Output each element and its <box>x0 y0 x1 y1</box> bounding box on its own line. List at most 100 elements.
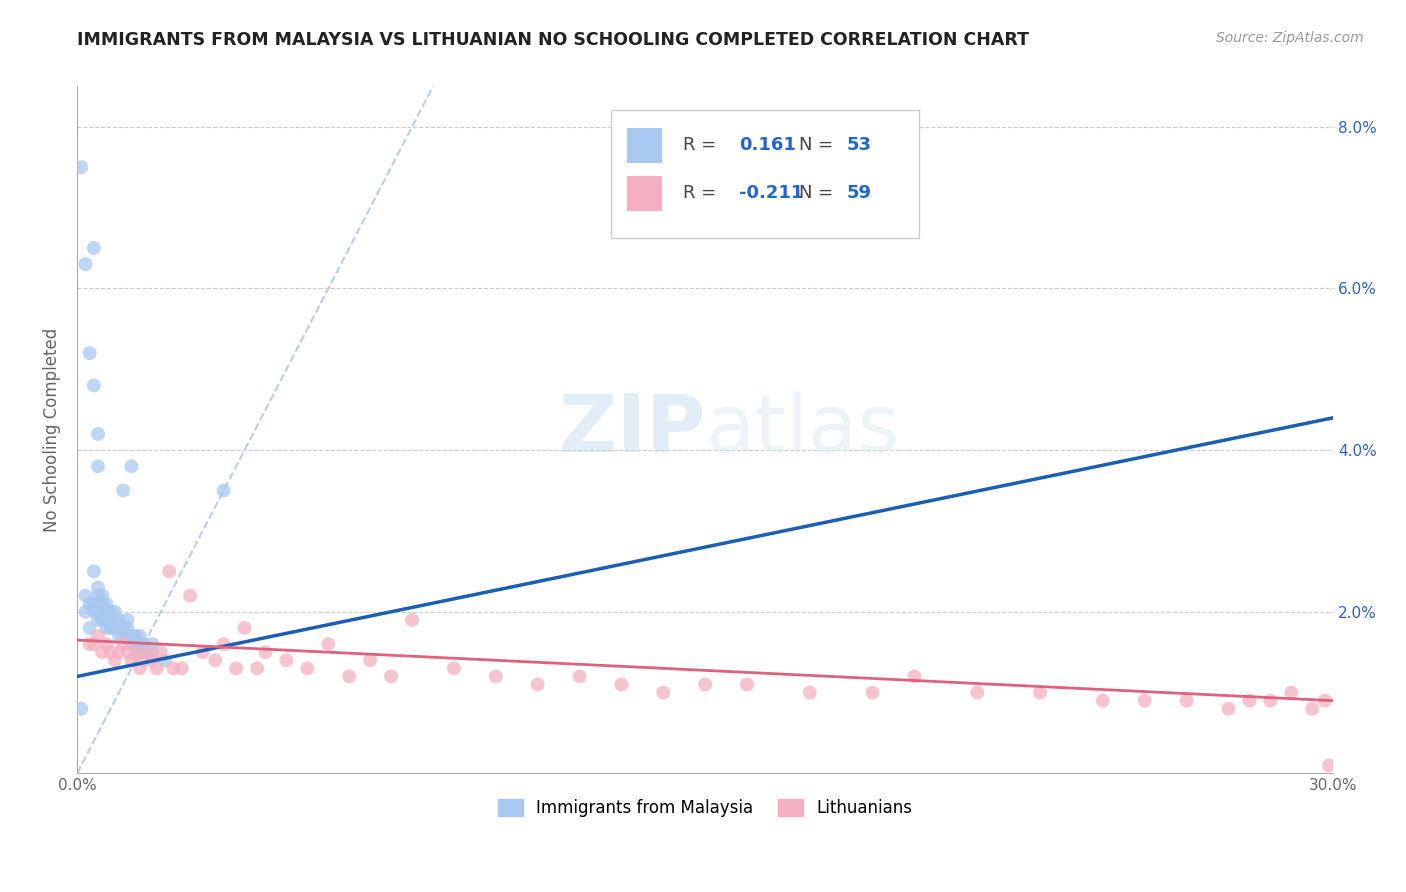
Point <box>79 621 101 635</box>
Point <box>79 597 101 611</box>
Point <box>1175 694 1198 708</box>
Point <box>104 613 127 627</box>
Point <box>100 613 122 627</box>
Point <box>157 565 180 579</box>
Point <box>70 160 93 174</box>
Text: R =: R = <box>682 136 721 153</box>
Point <box>246 661 269 675</box>
Point <box>799 685 821 699</box>
Text: 59: 59 <box>846 184 872 202</box>
Point <box>96 597 118 611</box>
Point <box>83 605 105 619</box>
Point <box>1133 694 1156 708</box>
Point <box>83 637 105 651</box>
Point <box>87 589 110 603</box>
Point <box>966 685 988 699</box>
Point <box>104 653 127 667</box>
Point <box>443 661 465 675</box>
Point <box>337 669 360 683</box>
Text: Source: ZipAtlas.com: Source: ZipAtlas.com <box>1216 31 1364 45</box>
Text: IMMIGRANTS FROM MALAYSIA VS LITHUANIAN NO SCHOOLING COMPLETED CORRELATION CHART: IMMIGRANTS FROM MALAYSIA VS LITHUANIAN N… <box>77 31 1029 49</box>
Point <box>121 629 143 643</box>
Point <box>91 645 114 659</box>
Point <box>87 581 110 595</box>
Text: N =: N = <box>800 184 839 202</box>
Point <box>96 605 118 619</box>
Point <box>297 661 319 675</box>
Point <box>380 669 402 683</box>
Point <box>112 621 135 635</box>
Point <box>1279 685 1302 699</box>
Point <box>91 613 114 627</box>
Point <box>79 346 101 360</box>
Point <box>112 621 135 635</box>
Point <box>125 629 148 643</box>
Point <box>96 621 118 635</box>
Point <box>225 661 247 675</box>
FancyBboxPatch shape <box>627 176 662 211</box>
Text: 53: 53 <box>846 136 872 153</box>
Point <box>1239 694 1261 708</box>
Point <box>83 241 105 255</box>
Point <box>112 637 135 651</box>
Point <box>121 459 143 474</box>
Point <box>70 702 93 716</box>
Point <box>87 605 110 619</box>
Point <box>695 677 717 691</box>
Point <box>117 621 139 635</box>
Point <box>862 685 884 699</box>
Point <box>96 613 118 627</box>
Point <box>359 653 381 667</box>
Point <box>100 645 122 659</box>
Point <box>1317 758 1340 772</box>
Point <box>125 645 148 659</box>
FancyBboxPatch shape <box>612 111 918 237</box>
Point <box>1091 694 1114 708</box>
Point <box>83 378 105 392</box>
Point <box>212 637 235 651</box>
Point <box>91 589 114 603</box>
Point <box>162 661 184 675</box>
Point <box>91 597 114 611</box>
Point <box>112 483 135 498</box>
Point <box>129 637 152 651</box>
Point <box>129 645 152 659</box>
Point <box>233 621 256 635</box>
Point <box>1260 694 1282 708</box>
Point <box>610 677 633 691</box>
Point <box>121 653 143 667</box>
Point <box>132 637 155 651</box>
Point <box>104 621 127 635</box>
Point <box>1313 694 1336 708</box>
Legend: Immigrants from Malaysia, Lithuanians: Immigrants from Malaysia, Lithuanians <box>491 792 920 823</box>
Point <box>1218 702 1240 716</box>
Point <box>96 637 118 651</box>
Point <box>153 653 176 667</box>
Point <box>141 637 163 651</box>
Point <box>170 661 193 675</box>
Point <box>735 677 758 691</box>
Point <box>254 645 277 659</box>
Point <box>108 629 131 643</box>
Point <box>87 426 110 441</box>
Point <box>204 653 226 667</box>
Point <box>125 637 148 651</box>
Point <box>121 629 143 643</box>
Point <box>108 645 131 659</box>
Point <box>117 645 139 659</box>
Point <box>191 645 214 659</box>
Text: atlas: atlas <box>706 391 900 469</box>
Point <box>108 613 131 627</box>
Point <box>179 589 201 603</box>
Point <box>136 645 159 659</box>
Point <box>141 645 163 659</box>
Point <box>100 605 122 619</box>
Y-axis label: No Schooling Completed: No Schooling Completed <box>44 327 60 532</box>
Point <box>75 605 97 619</box>
Point <box>79 637 101 651</box>
Point <box>75 589 97 603</box>
Point <box>83 597 105 611</box>
Point <box>141 653 163 667</box>
Point <box>132 645 155 659</box>
Point <box>96 605 118 619</box>
